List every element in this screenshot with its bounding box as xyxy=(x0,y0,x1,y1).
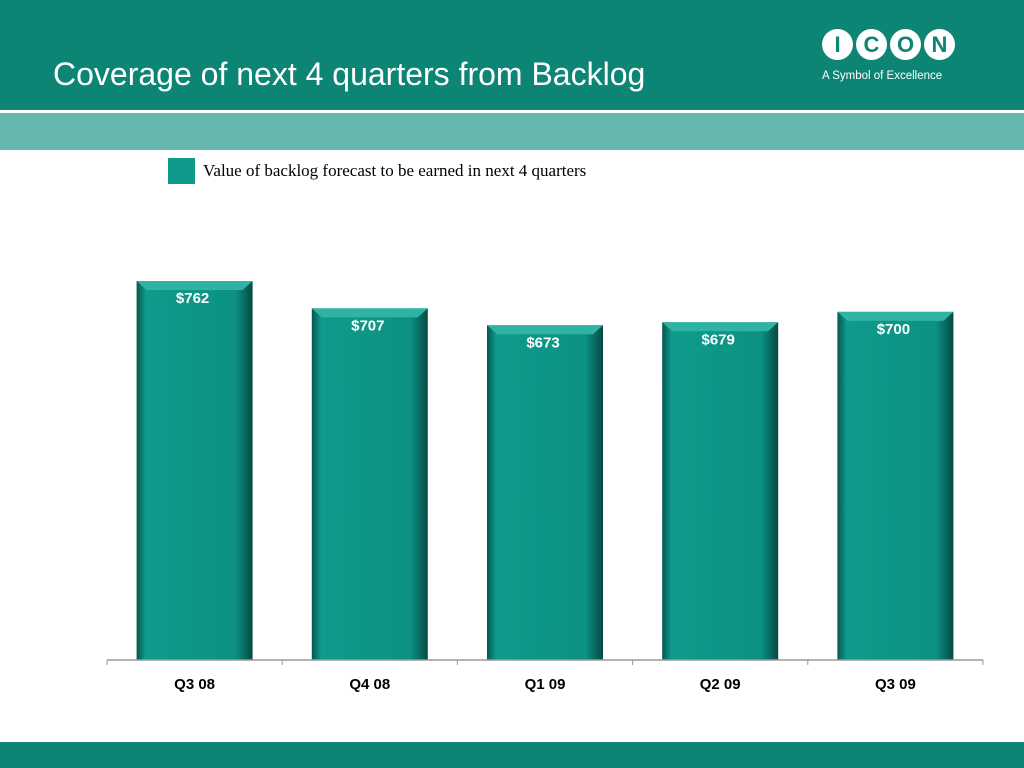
legend-label: Value of backlog forecast to be earned i… xyxy=(203,161,587,180)
bar-value-label: $673 xyxy=(526,334,559,351)
subtitle-band xyxy=(0,113,1024,150)
bar-q3-09: $700 xyxy=(837,311,954,660)
bar-top-bevel xyxy=(136,281,253,290)
bar-q4-08: $707 xyxy=(311,308,428,660)
logo-letter-c: C xyxy=(856,29,887,60)
bar-chart: $762 $707 $673 $679 $700 Q3 08 Q4 08 Q1 09 Q2 0… xyxy=(106,281,984,693)
bar-top-bevel xyxy=(311,308,428,318)
icon-logo: I C O N A Symbol of Excellence xyxy=(822,29,958,89)
bar-value-label: $762 xyxy=(176,290,209,307)
bar-q1-09: $673 xyxy=(487,325,603,660)
bar-value-label: $679 xyxy=(702,331,735,348)
page-title: Coverage of next 4 quarters from Backlog xyxy=(53,56,646,92)
bar-top-bevel xyxy=(662,322,779,332)
bar-rect xyxy=(837,311,954,660)
x-tick-label: Q2 09 xyxy=(700,676,741,693)
bar-top-bevel xyxy=(837,311,954,321)
logo-letters: I C O N xyxy=(822,29,958,60)
bar-value-label: $707 xyxy=(351,317,384,334)
bars-group: $762 $707 $673 $679 $700 xyxy=(136,281,954,660)
bar-top-bevel xyxy=(487,325,603,335)
header-bar: Coverage of next 4 quarters from Backlog… xyxy=(0,0,1024,110)
x-tick-label: Q3 09 xyxy=(875,676,916,693)
bar-rect xyxy=(136,281,253,660)
legend-swatch xyxy=(168,158,195,184)
logo-letter-o: O xyxy=(890,29,921,60)
x-axis-ticks xyxy=(106,660,984,665)
bar-rect xyxy=(662,322,779,660)
bar-q3-08: $762 xyxy=(136,281,253,660)
bar-rect xyxy=(311,308,428,660)
x-tick-label: Q4 08 xyxy=(349,676,390,693)
footer-bar xyxy=(0,742,1024,768)
logo-letter-n: N xyxy=(924,29,955,60)
chart-legend: Value of backlog forecast to be earned i… xyxy=(168,158,586,184)
logo-letter-i: I xyxy=(822,29,853,60)
bar-rect xyxy=(487,325,603,660)
x-tick-label: Q3 08 xyxy=(174,676,215,693)
logo-tagline: A Symbol of Excellence xyxy=(822,70,943,82)
bar-value-label: $700 xyxy=(877,321,910,338)
x-tick-label: Q1 09 xyxy=(525,676,566,693)
x-axis-labels: Q3 08 Q4 08 Q1 09 Q2 09 Q3 09 xyxy=(174,676,916,693)
bar-q2-09: $679 xyxy=(662,322,779,660)
